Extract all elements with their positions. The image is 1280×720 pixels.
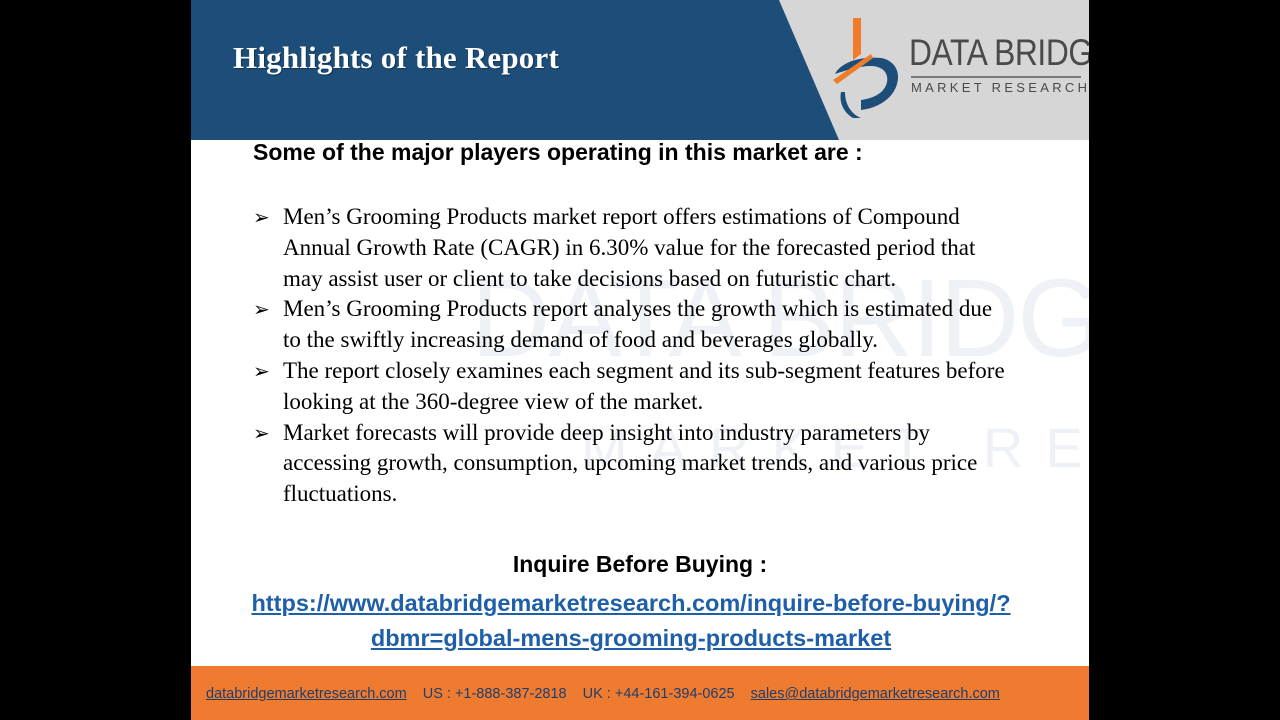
- arrow-bullet-icon: ➢: [253, 358, 270, 383]
- slide-title: Highlights of the Report: [233, 40, 559, 75]
- logo-subtitle: MARKET RESEARCH: [911, 80, 1089, 95]
- list-item: ➢ Men’s Grooming Products market report …: [253, 202, 1013, 294]
- footer-contacts: databridgemarketresearch.com US : +1-888…: [206, 686, 1000, 702]
- inquire-label: Inquire Before Buying :: [512, 551, 768, 577]
- footer-bar: databridgemarketresearch.com US : +1-888…: [191, 666, 1089, 720]
- list-item: ➢ Men’s Grooming Products report analyse…: [253, 294, 1013, 356]
- arrow-bullet-icon: ➢: [253, 297, 270, 322]
- bullet-text: The report closely examines each segment…: [283, 357, 1005, 414]
- list-item: ➢ The report closely examines each segme…: [253, 356, 1013, 418]
- arrow-bullet-icon: ➢: [253, 205, 270, 229]
- arrow-bullet-icon: ➢: [253, 420, 270, 445]
- slide: Highlights of the Report DATA BRIDGE MAR…: [191, 0, 1089, 720]
- bullet-text: Market forecasts will provide deep insig…: [283, 419, 978, 507]
- logo-divider: [911, 76, 1081, 78]
- inquire-link[interactable]: https://www.databridgemarketresearch.com…: [251, 590, 1011, 651]
- data-bridge-logo-icon: [833, 18, 899, 118]
- logo-name: DATA BRIDGE: [909, 32, 1089, 73]
- bullet-text: Men’s Grooming Products market report of…: [283, 204, 976, 291]
- footer-website-link[interactable]: databridgemarketresearch.com: [206, 686, 407, 702]
- list-item: ➢ Market forecasts will provide deep ins…: [253, 418, 1013, 510]
- players-heading: Some of the major players operating in t…: [253, 139, 863, 165]
- highlights-list: ➢ Men’s Grooming Products market report …: [253, 202, 1013, 510]
- footer-email-link[interactable]: sales@databridgemarketresearch.com: [750, 686, 1000, 702]
- header-title-banner: [191, 0, 839, 140]
- footer-us-phone: US : +1-888-387-2818: [422, 686, 567, 702]
- company-logo: DATA BRIDGE MARKET RESEARCH: [831, 14, 1089, 124]
- footer-uk-phone: UK : +44-161-394-0625: [582, 686, 735, 702]
- bullet-text: Men’s Grooming Products report analyses …: [283, 296, 993, 353]
